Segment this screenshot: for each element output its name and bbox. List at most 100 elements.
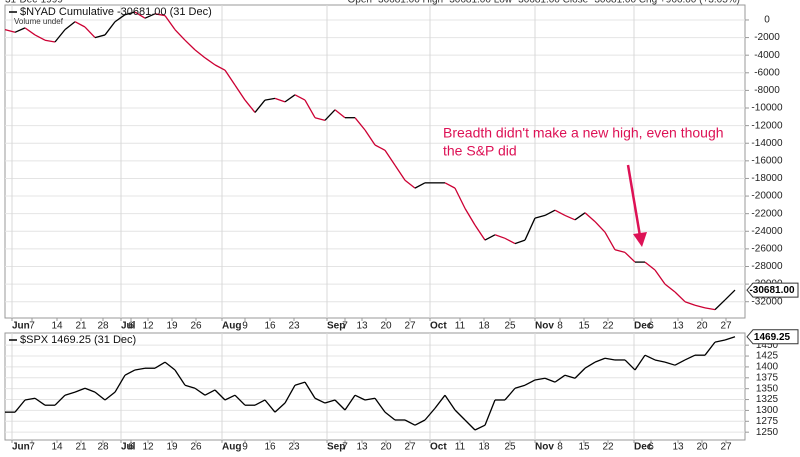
line-segment xyxy=(114,14,126,23)
line-segment xyxy=(94,34,106,39)
x-tick-label: 26 xyxy=(190,442,202,453)
line-segment xyxy=(384,149,396,166)
line-segment xyxy=(484,399,496,426)
x-tick-label: 16 xyxy=(264,442,276,453)
line-segment xyxy=(384,411,396,421)
x-tick-label: 11 xyxy=(455,321,466,332)
y-tick-label: -12000 xyxy=(751,120,783,131)
x-tick-label: 20 xyxy=(696,321,708,332)
line-segment xyxy=(464,419,476,431)
ohlc-header: Open -30681.00 High -30681.00 Low -30681… xyxy=(347,0,740,6)
x-tick-label: 27 xyxy=(404,442,416,453)
line-segment xyxy=(604,357,616,361)
line-segment xyxy=(144,13,156,19)
line-segment xyxy=(574,367,586,379)
x-tick-label: 19 xyxy=(166,442,178,453)
line-segment xyxy=(34,34,46,41)
line-segment xyxy=(644,354,656,361)
panel-frame xyxy=(4,4,746,319)
line-segment xyxy=(194,49,206,59)
line-segment xyxy=(264,97,276,101)
line-segment xyxy=(364,129,376,146)
line-segment xyxy=(624,251,636,263)
y-tick-label: 1350 xyxy=(756,383,779,394)
line-segment xyxy=(424,407,436,421)
line-segment xyxy=(494,234,506,239)
line-segment xyxy=(164,15,176,31)
line-segment xyxy=(254,399,266,406)
line-segment xyxy=(224,69,236,86)
line-segment xyxy=(354,117,366,131)
line-segment xyxy=(164,361,176,371)
x-tick-label: 13 xyxy=(672,321,684,332)
line-segment xyxy=(284,94,296,103)
x-tick-label: 21 xyxy=(75,442,87,453)
line-segment xyxy=(724,289,736,301)
line-segment xyxy=(644,261,656,271)
x-tick-label: 16 xyxy=(264,321,276,332)
line-segment xyxy=(444,394,456,411)
x-tick-label: 9 xyxy=(242,442,248,453)
y-tick-label: -2000 xyxy=(754,32,780,43)
series xyxy=(4,11,736,311)
x-tick-label: 19 xyxy=(166,321,178,332)
line-segment xyxy=(184,39,196,51)
x-tick-label: Dec xyxy=(634,321,653,332)
line-segment xyxy=(194,387,206,396)
line-segment xyxy=(64,21,76,31)
line-segment xyxy=(124,11,136,16)
line-segment xyxy=(514,384,526,389)
annotation-arrowhead xyxy=(633,232,647,247)
x-tick-label: 9 xyxy=(242,321,248,332)
date-header: 31-Dec-1999 xyxy=(5,0,63,6)
line-segment xyxy=(234,84,246,101)
y-tick-label: -18000 xyxy=(751,173,783,184)
line-segment xyxy=(484,234,496,241)
line-segment xyxy=(84,387,96,393)
line-segment xyxy=(54,29,66,43)
line-segment xyxy=(724,336,736,341)
x-tick-label: Dec xyxy=(634,442,653,453)
line-segment xyxy=(234,394,246,406)
line-segment xyxy=(174,369,186,386)
line-segment xyxy=(564,374,576,379)
line-segment xyxy=(294,381,306,386)
line-segment xyxy=(244,99,256,113)
y-tick-label: 0 xyxy=(764,15,770,26)
line-segment xyxy=(324,109,336,121)
line-segment xyxy=(524,217,536,241)
x-tick-label: 7 xyxy=(342,442,348,453)
line-segment xyxy=(664,283,676,293)
y-tick-label: -24000 xyxy=(751,226,783,237)
x-tick-label: 18 xyxy=(478,321,490,332)
line-segment xyxy=(564,214,576,221)
line-segment xyxy=(694,304,706,309)
series xyxy=(5,336,736,431)
line-segment xyxy=(74,387,86,393)
line-segment xyxy=(124,369,136,376)
line-segment xyxy=(624,359,636,371)
y-tick-label: -16000 xyxy=(751,155,783,166)
x-tick-label: 20 xyxy=(380,442,392,453)
line-segment xyxy=(104,391,116,401)
line-segment xyxy=(684,354,696,361)
line-segment xyxy=(394,164,406,181)
y-tick-label: 1275 xyxy=(756,416,779,427)
line-segment xyxy=(584,212,596,223)
line-segment xyxy=(584,361,596,369)
line-segment xyxy=(334,109,346,119)
line-segment xyxy=(714,339,726,343)
x-tick-label: Aug xyxy=(222,321,241,332)
line-segment xyxy=(524,379,536,386)
line-segment xyxy=(304,99,316,119)
line-segment xyxy=(714,299,726,311)
x-tick-label: 25 xyxy=(504,442,516,453)
line-segment xyxy=(154,361,166,369)
x-tick-label: Aug xyxy=(222,442,241,453)
line-segment xyxy=(614,249,626,254)
line-segment xyxy=(154,13,166,17)
line-segment xyxy=(134,11,146,19)
x-tick-label: 14 xyxy=(51,321,63,332)
last-value-tag xyxy=(746,282,799,298)
x-tick-label: 20 xyxy=(380,321,392,332)
